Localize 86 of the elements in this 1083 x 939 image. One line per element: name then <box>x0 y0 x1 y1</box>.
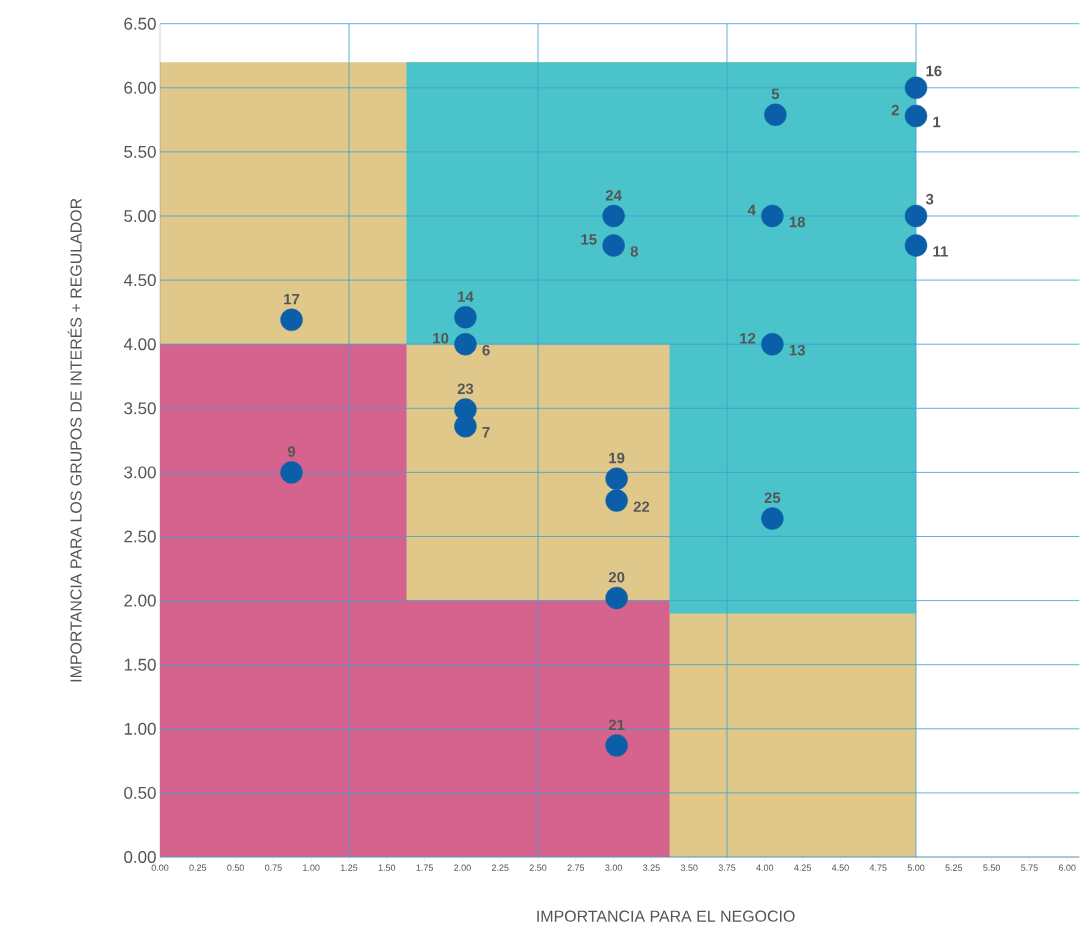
annotation: 16 <box>926 65 942 77</box>
annotation: 18 <box>789 216 806 228</box>
x-tick-label: 6.00 <box>1058 864 1076 871</box>
y-tick-label: 1.00 <box>124 722 156 735</box>
annotation: 12 <box>740 332 756 344</box>
annotation: 17 <box>284 294 300 305</box>
x-tick-label: 1.25 <box>340 864 358 871</box>
point <box>605 467 628 490</box>
y-tick-label: 6.00 <box>124 81 156 94</box>
annotation: 9 <box>287 446 296 457</box>
x-tick-label: 5.25 <box>945 864 963 871</box>
y-axis-title: IMPORTANCIA PARA LOS GRUPOS DE INTERÉS + REGULADOR <box>67 198 82 682</box>
annotation: 6 <box>482 344 490 356</box>
y-tick-label: 6.50 <box>124 17 156 30</box>
point <box>904 76 928 99</box>
x-tick-label: 4.50 <box>831 864 849 871</box>
x-tick-label: 4.75 <box>869 864 887 871</box>
annotation: 7 <box>482 427 490 438</box>
point <box>605 489 628 512</box>
point <box>764 103 787 126</box>
x-tick-label: 2.25 <box>491 864 509 871</box>
annotation: 21 <box>608 719 625 730</box>
x-tick-label: 0.25 <box>189 864 207 871</box>
point <box>605 586 628 610</box>
annotation: 23 <box>457 383 474 395</box>
x-tick-label: 5.75 <box>1021 864 1038 871</box>
y-tick-label: 0.50 <box>124 786 156 799</box>
point <box>602 204 625 228</box>
x-tick-label: 1.75 <box>416 864 433 871</box>
x-tick-label: 1.50 <box>378 864 396 871</box>
point <box>904 204 928 228</box>
x-tick-label: 2.75 <box>567 864 585 871</box>
annotation: 2 <box>891 104 899 116</box>
annotation: 24 <box>605 190 622 201</box>
annotation: 20 <box>608 571 625 583</box>
annotation: 3 <box>925 193 934 205</box>
x-tick-label: 5.00 <box>907 864 925 871</box>
point <box>454 398 477 421</box>
annotation: 25 <box>764 492 781 504</box>
annotation: 13 <box>789 344 805 356</box>
x-axis-title: IMPORTANCIA PARA EL NEGOCIO <box>537 910 795 922</box>
point <box>761 507 784 530</box>
point <box>761 204 784 228</box>
annotation: 11 <box>933 246 948 257</box>
annotation: 4 <box>747 204 756 216</box>
point <box>280 461 303 484</box>
y-tick-label: 2.50 <box>124 530 156 543</box>
y-tick-label: 5.00 <box>124 210 156 222</box>
x-tick-label: 3.25 <box>643 864 660 871</box>
point <box>602 234 625 257</box>
point <box>280 308 303 332</box>
x-tick-label: 0.75 <box>265 864 282 871</box>
annotation: 5 <box>771 88 780 100</box>
y-tick-label: 4.00 <box>123 338 156 351</box>
annotation: 22 <box>633 501 650 512</box>
point <box>761 333 784 356</box>
x-tick-label: 1.00 <box>303 864 320 871</box>
x-tick-label: 2.00 <box>454 864 471 871</box>
annotation: 15 <box>581 234 597 245</box>
x-tick-label: 3.50 <box>680 864 698 871</box>
x-tick-label: 4.25 <box>794 864 811 871</box>
x-tick-label: 0.00 <box>151 864 169 871</box>
y-tick-label: 1.50 <box>124 658 156 671</box>
x-tick-label: 2.50 <box>529 864 547 871</box>
annotation: 8 <box>630 246 638 257</box>
y-tick-label: 5.50 <box>124 145 156 158</box>
y-tick-label: 2.00 <box>124 594 156 607</box>
y-tick-label: 4.50 <box>123 274 156 287</box>
y-tick-label: 3.00 <box>124 466 156 479</box>
point <box>904 234 928 257</box>
x-tick-label: 0.50 <box>227 864 244 871</box>
point <box>454 415 477 438</box>
annotation: 14 <box>458 291 474 302</box>
y-tick-label: 3.50 <box>124 402 156 415</box>
y-tick-label: 0.00 <box>124 851 156 863</box>
x-tick-label: 3.00 <box>605 864 622 871</box>
annotation: 10 <box>433 332 449 344</box>
annotation: 1 <box>933 116 941 128</box>
x-tick-label: 4.00 <box>756 864 774 871</box>
x-tick-label: 5.50 <box>983 864 1000 871</box>
point <box>454 333 477 356</box>
annotation: 19 <box>609 452 625 464</box>
point <box>454 306 477 329</box>
point <box>605 734 628 757</box>
x-tick-label: 3.75 <box>718 864 736 871</box>
point <box>904 104 928 128</box>
